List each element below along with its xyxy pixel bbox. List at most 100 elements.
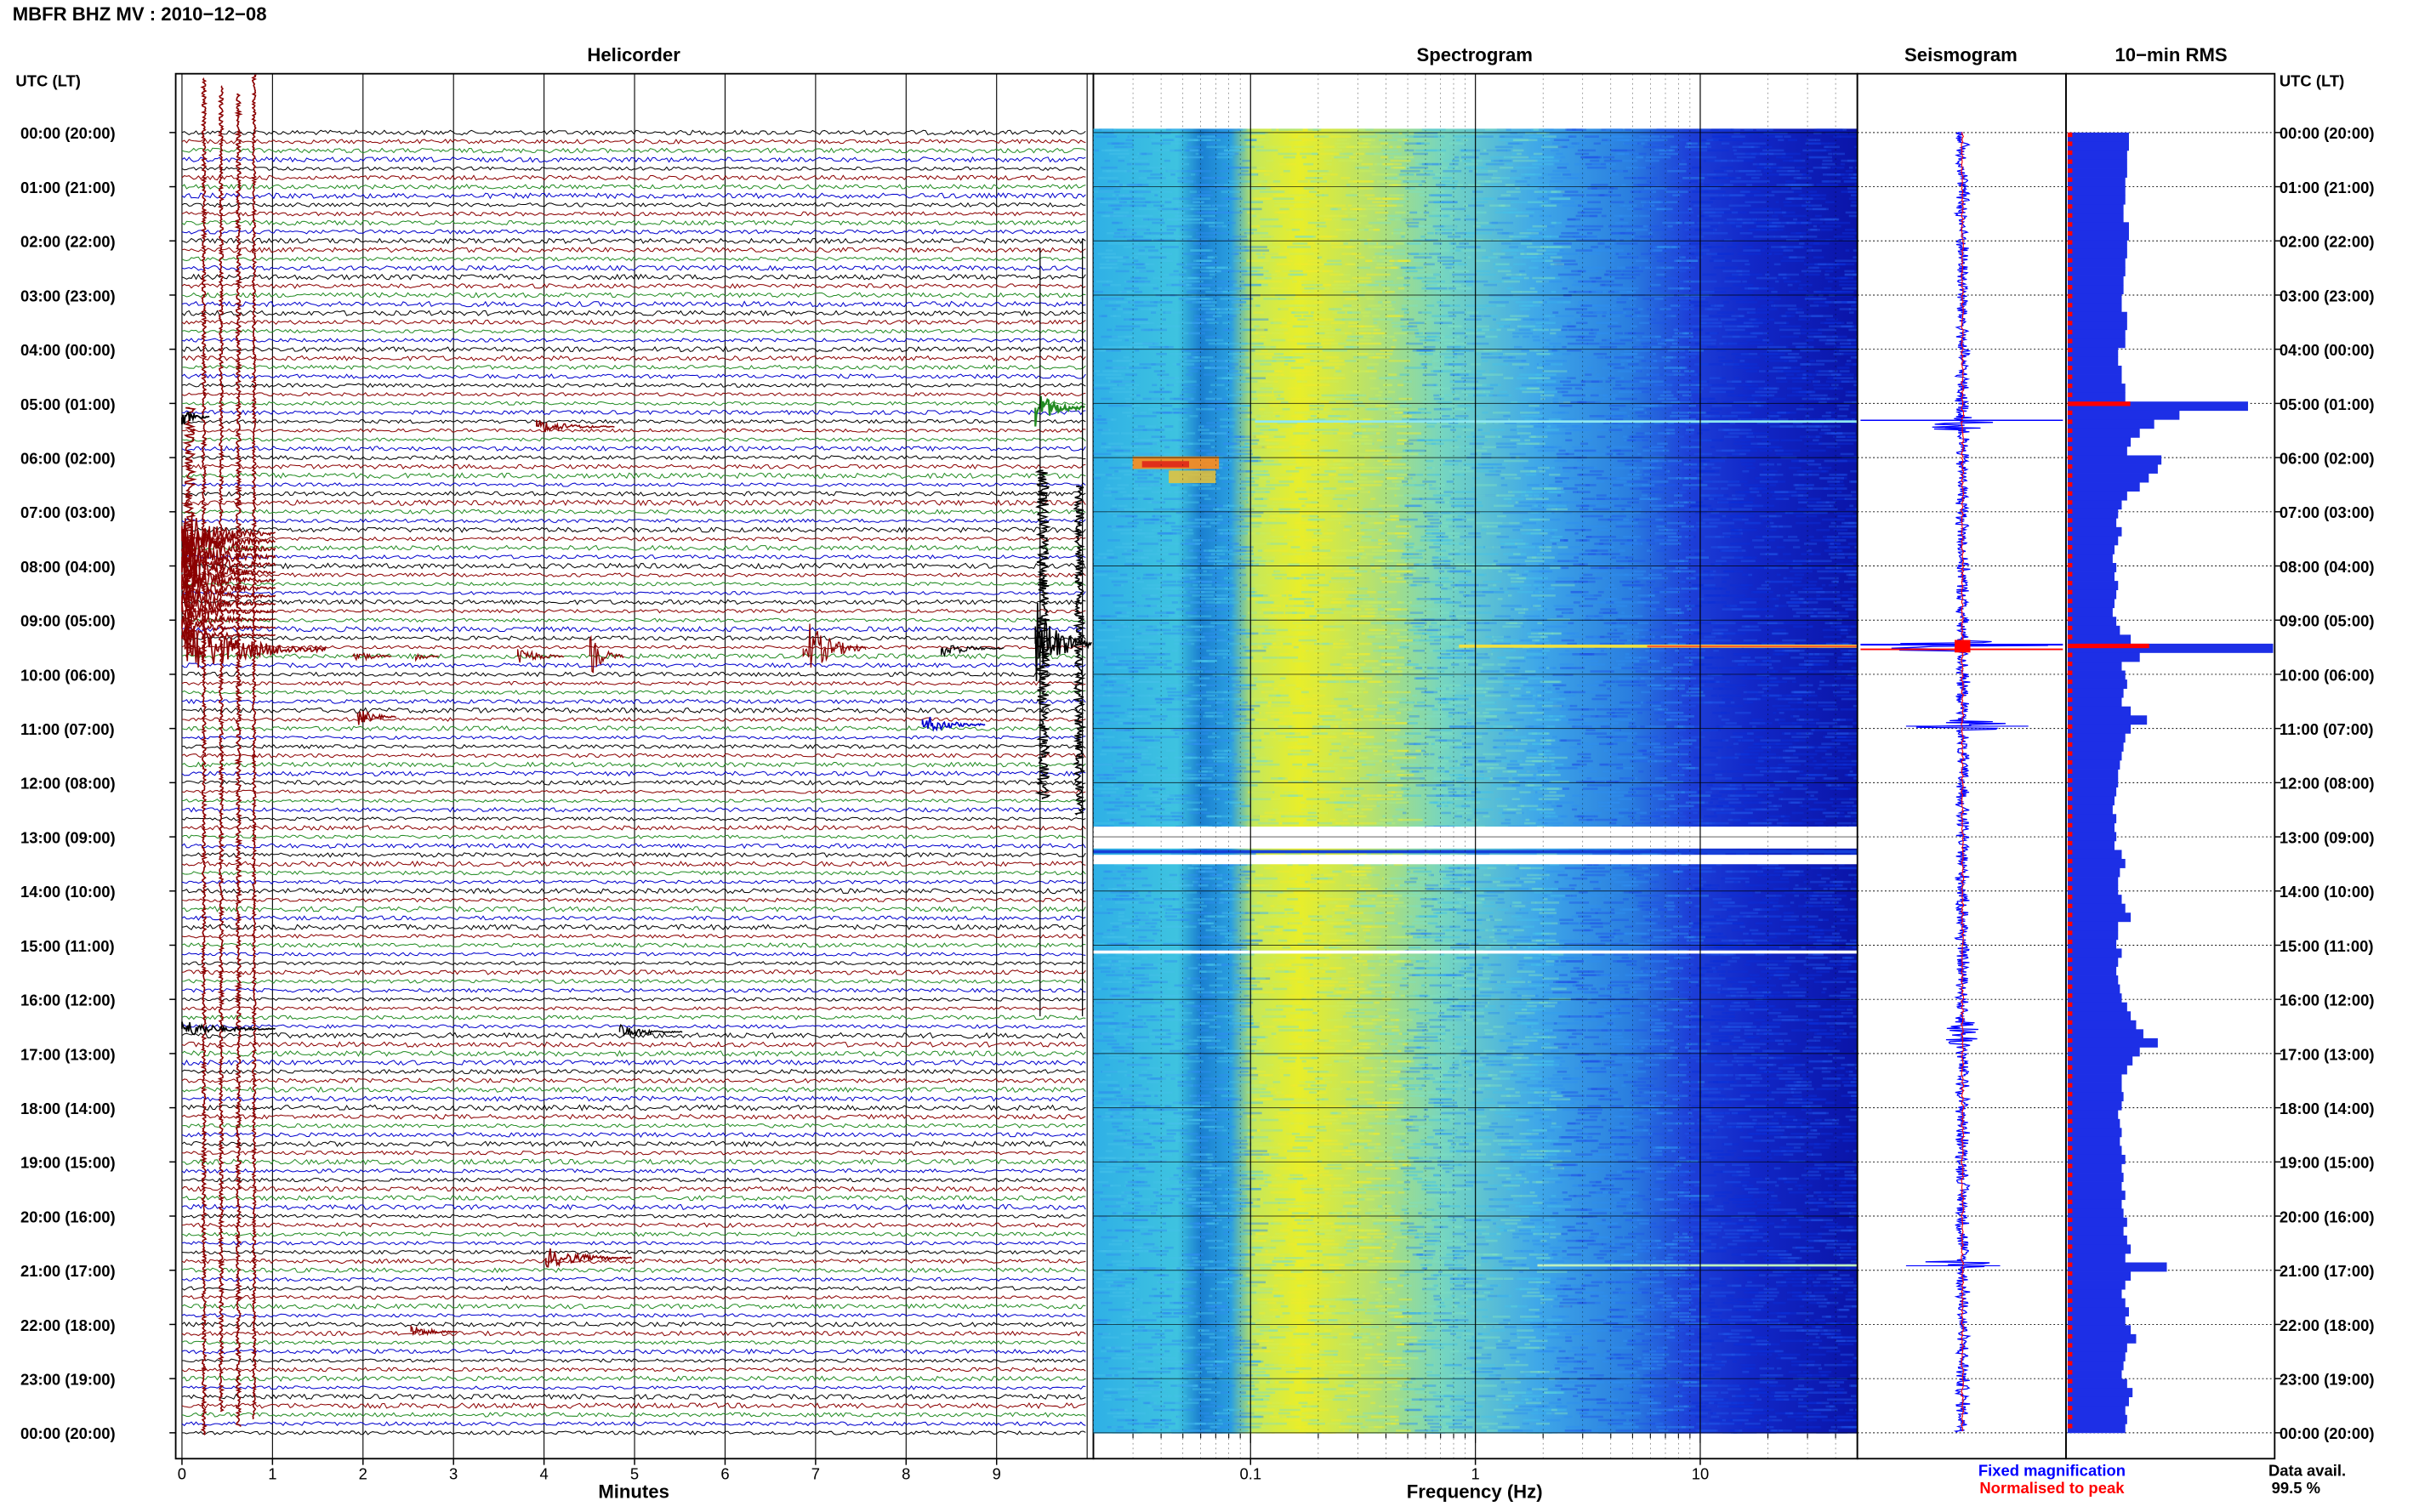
- rms-normalised-bar: [2067, 267, 2073, 272]
- rms-normalised-bar: [2067, 706, 2073, 711]
- rms-normalised-bar: [2067, 571, 2073, 577]
- rms-normalised-bar: [2067, 1173, 2073, 1178]
- time-label-right: 06:00 (02:00): [2280, 449, 2375, 467]
- rms-normalised-bar: [2067, 1100, 2073, 1106]
- rms-normalised-bar: [2067, 410, 2073, 416]
- rms-bar: [2067, 688, 2124, 698]
- rms-normalised-bar: [2067, 679, 2073, 685]
- helicorder-trace: [181, 870, 1086, 876]
- time-label-right: 16:00 (12:00): [2280, 992, 2375, 1009]
- rms-bar: [2067, 401, 2248, 412]
- helicorder-trace: [181, 1015, 1086, 1020]
- rms-normalised-bar: [2067, 885, 2073, 890]
- rms-bar: [2067, 1226, 2124, 1236]
- rms-bar: [2067, 867, 2120, 878]
- rms-normalised-bar: [2067, 1055, 2073, 1061]
- rms-normalised-bar: [2067, 643, 2149, 649]
- helicorder-trace: [181, 1294, 1086, 1300]
- time-label-right: 08:00 (04:00): [2280, 558, 2375, 576]
- rms-normalised-bar: [2067, 759, 2073, 765]
- rms-bar: [2067, 625, 2120, 635]
- helicorder-trace: [181, 1276, 1086, 1282]
- rms-normalised-bar: [2067, 1333, 2073, 1339]
- rms-bars: [2067, 132, 2274, 1434]
- rms-normalised-bar: [2067, 804, 2073, 810]
- helicorder-x-tick-label: 9: [993, 1464, 1001, 1482]
- helicorder-trace: [181, 536, 1086, 542]
- rms-bar: [2067, 1388, 2133, 1398]
- rms-normalised-bar: [2067, 563, 2073, 568]
- rms-bar: [2067, 1333, 2137, 1344]
- rms-bar: [2067, 1378, 2127, 1389]
- rms-bar: [2067, 1396, 2129, 1407]
- seismogram-panel: [1856, 72, 2067, 1460]
- helicorder-trace: [181, 1077, 1086, 1084]
- helicorder-event: [618, 1024, 683, 1037]
- spectrogram-texture: [1093, 128, 1858, 1434]
- rms-normalised-bar: [2067, 1235, 2073, 1241]
- rms-bar: [2067, 464, 2158, 474]
- rms-bar: [2067, 957, 2119, 967]
- helicorder-trace: [181, 554, 1086, 560]
- rms-bar: [2067, 877, 2119, 886]
- helicorder-event: [516, 649, 564, 663]
- rms-bar: [2067, 1351, 2126, 1361]
- rms-normalised-bar: [2067, 1074, 2073, 1079]
- helicorder-trace: [181, 383, 1086, 389]
- rms-normalised-bar: [2067, 895, 2073, 900]
- time-label-left: 05:00 (01:00): [20, 395, 116, 413]
- helicorder-event: [184, 620, 327, 668]
- rms-bar: [2067, 267, 2126, 276]
- rms-bar: [2067, 410, 2180, 420]
- helicorder-trace: [181, 300, 1086, 308]
- rms-normalised-bar: [2067, 796, 2073, 801]
- helicorder-trace: [181, 1041, 1086, 1048]
- helicorder-trace: [181, 680, 1086, 686]
- rms-bar: [2067, 1055, 2133, 1066]
- helicorder-trace: [181, 789, 1086, 794]
- helicorder-trace: [181, 518, 1086, 524]
- rms-bar: [2067, 581, 2119, 591]
- rms-normalised-bar: [2067, 1226, 2073, 1231]
- rms-normalised-bar: [2067, 1145, 2073, 1151]
- time-label-right: 00:00 (20:00): [2280, 124, 2375, 142]
- helicorder-trace: [181, 843, 1086, 850]
- rms-bar: [2067, 258, 2126, 268]
- time-label-right: 22:00 (18:00): [2280, 1316, 2375, 1334]
- time-axis-label-left: UTC (LT): [15, 71, 80, 89]
- rms-normalised-bar: [2067, 733, 2073, 738]
- rms-normalised-bar: [2067, 276, 2073, 281]
- rms-normalised-bar: [2067, 177, 2073, 182]
- rms-bar: [2067, 329, 2126, 339]
- rms-normalised-bar: [2067, 1378, 2073, 1384]
- helicorder-event: [352, 651, 392, 662]
- rms-bar: [2067, 428, 2140, 438]
- rms-normalised-bar: [2067, 1181, 2073, 1186]
- seismogram-title: Seismogram: [1904, 44, 2018, 65]
- helicorder-event: [181, 574, 276, 601]
- helicorder-trace: [181, 653, 1086, 660]
- rms-bar: [2067, 733, 2126, 743]
- rms-normalised-bar: [2067, 446, 2073, 452]
- helicorder-trace: [181, 806, 1086, 813]
- rms-normalised-bar: [2067, 697, 2073, 702]
- rms-normalised-bar: [2067, 240, 2073, 245]
- rms-bar: [2067, 966, 2117, 976]
- rms-normalised-bar: [2067, 1406, 2073, 1411]
- helicorder-x-tick-label: 5: [630, 1464, 639, 1482]
- rms-normalised-bar: [2067, 159, 2073, 164]
- time-label-right: 17:00 (13:00): [2280, 1045, 2375, 1063]
- helicorder-trace: [181, 418, 1086, 424]
- helicorder-trace: [181, 445, 1086, 452]
- helicorder-event: [415, 652, 439, 662]
- helicorder-trace: [181, 1177, 1086, 1183]
- rms-bar: [2067, 1316, 2126, 1326]
- rms-bar: [2067, 437, 2132, 447]
- rms-bar: [2067, 759, 2120, 770]
- rms-normalised-bar: [2067, 347, 2073, 353]
- helicorder-trace: [181, 1059, 1086, 1066]
- rms-normalised-bar: [2067, 1163, 2073, 1168]
- helicorder-trace: [181, 645, 1086, 650]
- helicorder-trace: [181, 499, 1086, 507]
- helicorder-trace: [181, 345, 1086, 353]
